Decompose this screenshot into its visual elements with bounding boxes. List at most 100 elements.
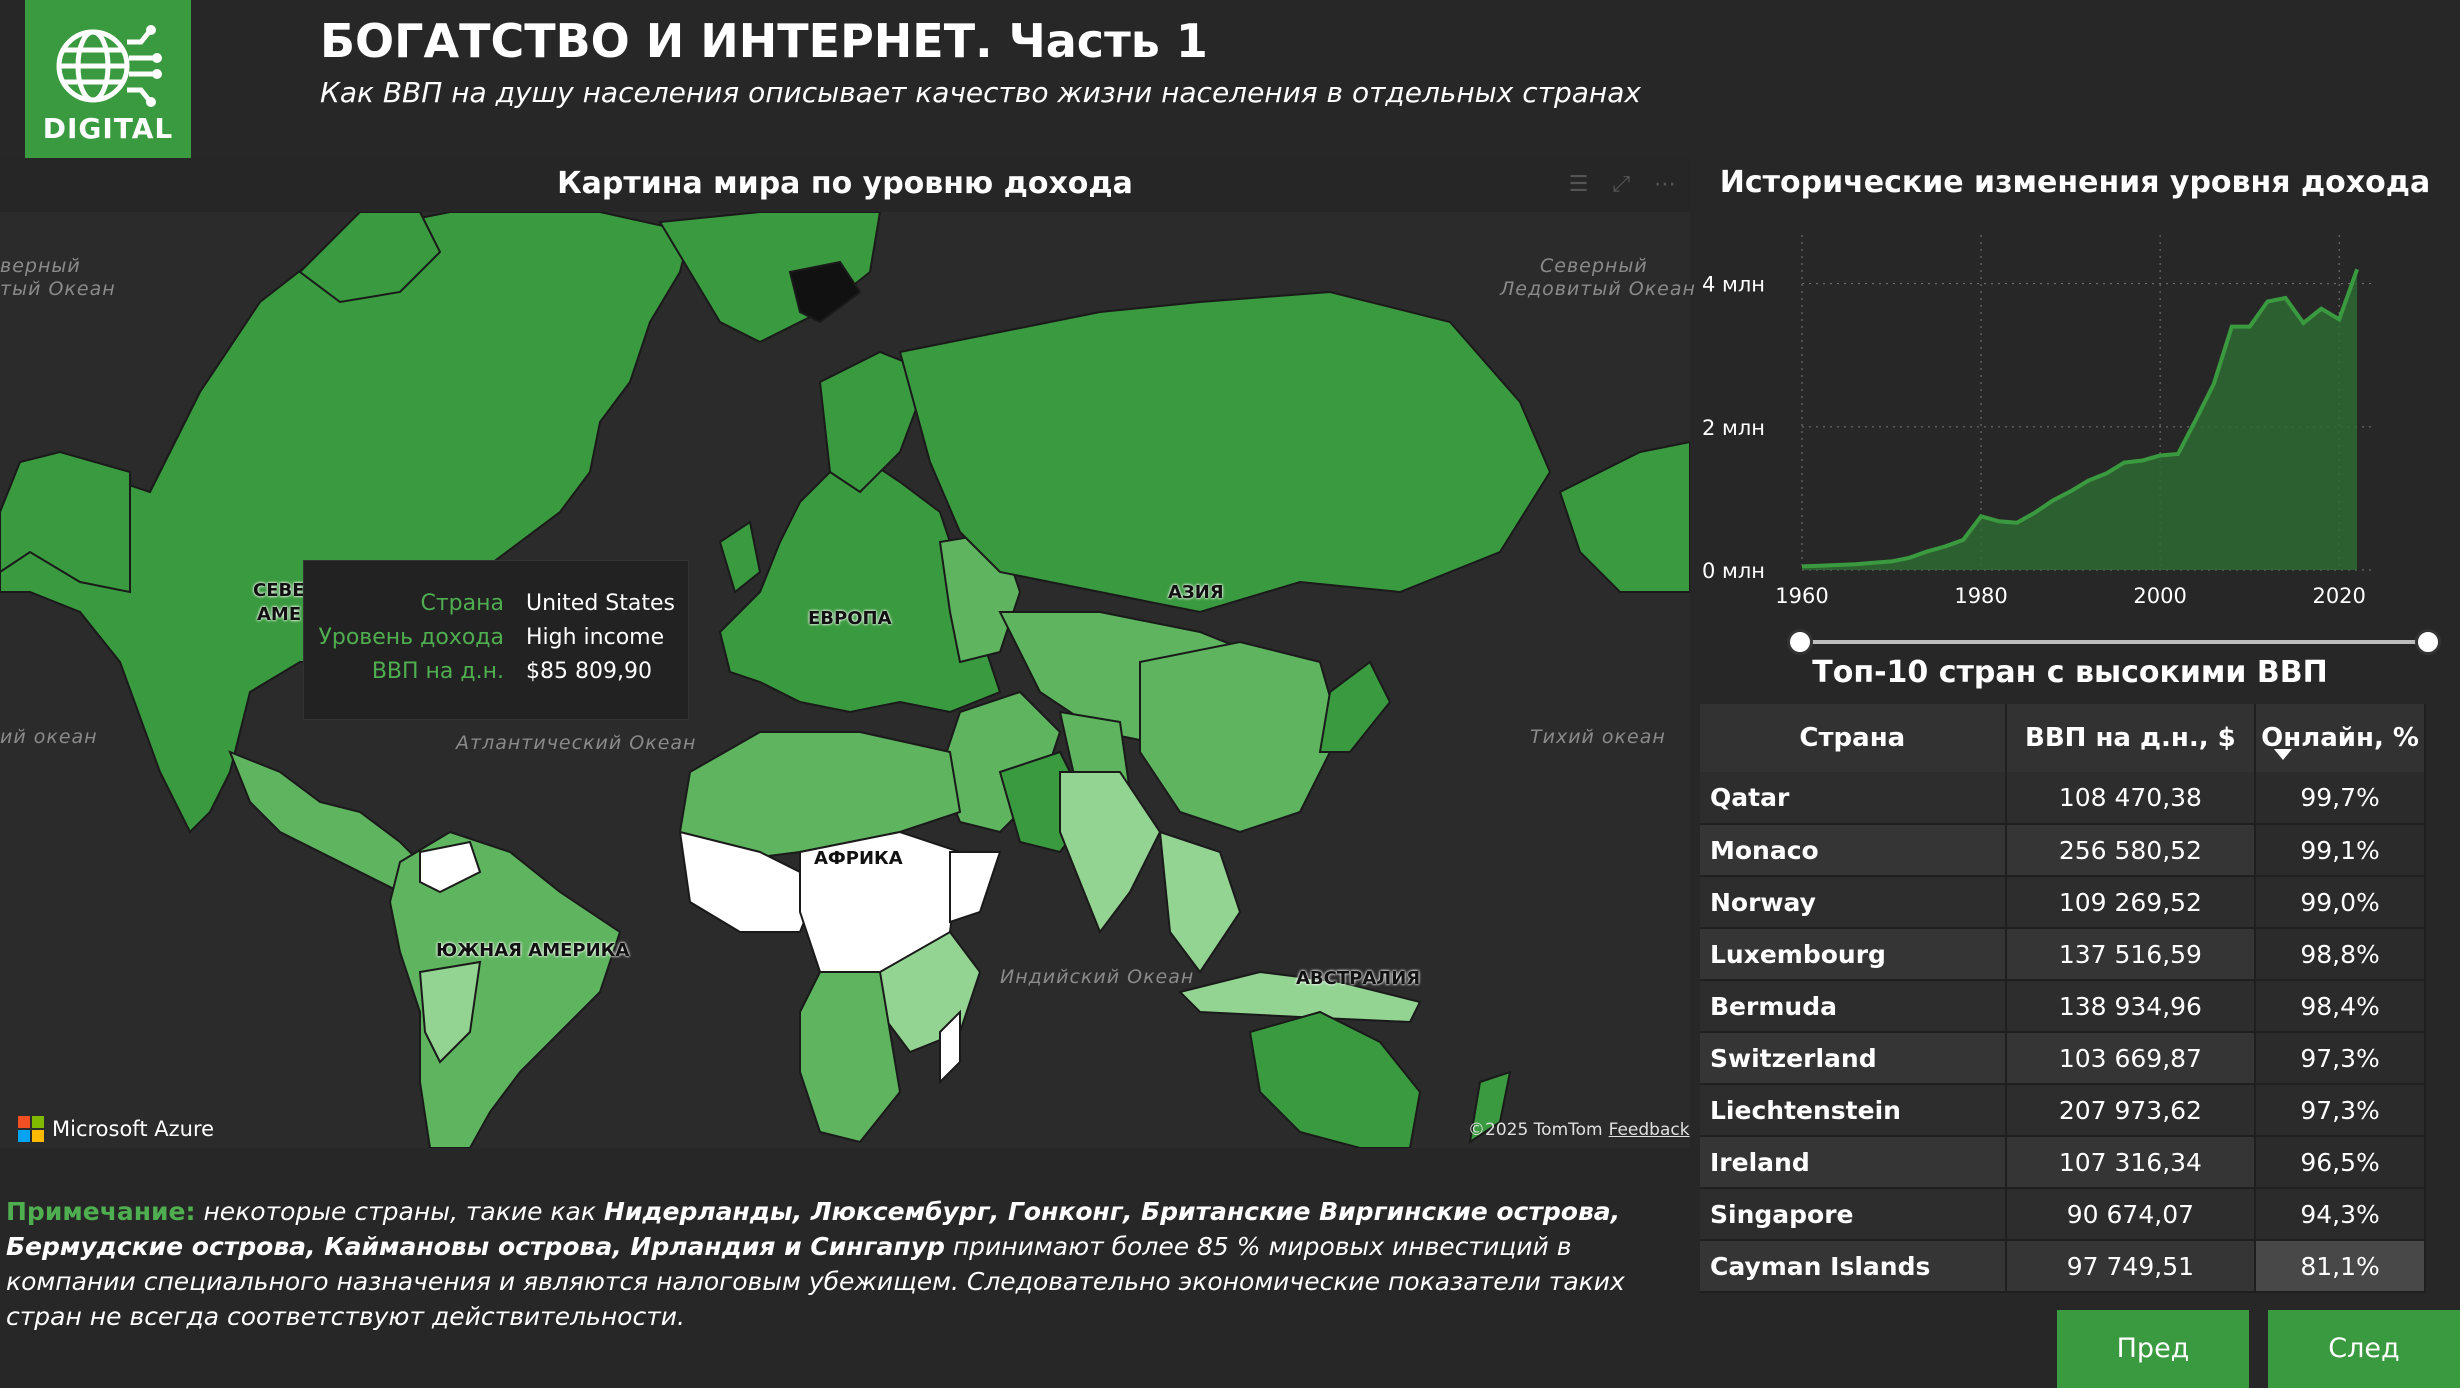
cell-online: 99,0% [2255, 876, 2426, 929]
region-brazil-south [418, 960, 482, 1064]
table-row[interactable]: Qatar 108 470,38 99,7% [1700, 772, 2426, 825]
table-row[interactable]: Liechtenstein 207 973,62 97,3% [1700, 1084, 2426, 1137]
region-alaska [0, 450, 131, 594]
region-southeast-asia [1158, 830, 1242, 974]
tooltip-income-value: High income [526, 625, 665, 650]
slider-end-handle[interactable] [2415, 629, 2441, 655]
microsoft-azure-attribution: Microsoft Azure [18, 1116, 214, 1142]
note-text-2: принимают более 85 % мировых инвестиций … [6, 1232, 1625, 1331]
chart-line [1801, 268, 2359, 569]
table-row[interactable]: Luxembourg 137 516,59 98,8% [1700, 928, 2426, 981]
cell-country: Qatar [1700, 772, 2007, 825]
cell-online: 97,3% [2255, 1084, 2426, 1137]
cell-online: 96,5% [2255, 1136, 2426, 1189]
cell-country: Bermuda [1700, 980, 2007, 1033]
table-row[interactable]: Singapore 90 674,07 94,3% [1700, 1188, 2426, 1241]
cell-gdp: 103 669,87 [2005, 1032, 2257, 1085]
cell-online: 98,8% [2255, 928, 2426, 981]
table-row[interactable]: Cayman Islands 97 749,51 81,1% [1700, 1240, 2426, 1293]
slider-start-handle[interactable] [1787, 629, 1813, 655]
slider-track [1800, 640, 2428, 644]
table-row[interactable]: Switzerland 103 669,87 97,3% [1700, 1032, 2426, 1085]
y-tick-label: 2 млн [1702, 416, 1765, 440]
x-tick-label: 2000 [2133, 584, 2186, 608]
year-range-slider[interactable] [1787, 629, 2441, 655]
cell-online: 99,1% [2255, 824, 2426, 877]
table-row[interactable]: Ireland 107 316,34 96,5% [1700, 1136, 2426, 1189]
table-row[interactable]: Monaco 256 580,52 99,1% [1700, 824, 2426, 877]
page-subtitle: Как ВВП на душу населения описывает каче… [320, 76, 1641, 109]
table-row[interactable]: Norway 109 269,52 99,0% [1700, 876, 2426, 929]
region-australia [1248, 1010, 1422, 1148]
cell-gdp: 138 934,96 [2005, 980, 2257, 1033]
tomtom-copyright: ©2025 TomTom [1468, 1120, 1603, 1140]
cell-country: Liechtenstein [1700, 1084, 2007, 1137]
history-chart-title: Исторические изменения уровня дохода [1719, 165, 2431, 200]
header-gdp[interactable]: ВВП на д.н., $ [2005, 704, 2257, 772]
ocean-label-arctic-east-2: Ледовитый Океан [1500, 278, 1696, 300]
cell-country: Cayman Islands [1700, 1240, 2007, 1293]
map-header: Картина мира по уровню дохода ☰ ⤢ ⋯ [0, 158, 1690, 212]
ocean-label-arctic-west-2: тый Океан [0, 278, 116, 300]
microsoft-logo-icon [18, 1116, 44, 1142]
note-text-1: некоторые страны, такие как [195, 1197, 604, 1226]
top10-table: Страна ВВП на д.н., $ Онлайн, % Qatar 108… [1700, 704, 2426, 1293]
cell-gdp: 107 316,34 [2005, 1136, 2257, 1189]
continent-label-africa: АФРИКА [814, 848, 903, 869]
cell-gdp: 207 973,62 [2005, 1084, 2257, 1137]
next-button[interactable]: След [2268, 1310, 2460, 1388]
tooltip-income-label: Уровень дохода [318, 625, 504, 650]
map-toolbar: ☰ ⤢ ⋯ [1569, 172, 1676, 197]
map-tooltip: Страна United States Уровень дохода High… [303, 560, 689, 720]
region-venezuela [419, 840, 482, 894]
continent-label-north-america-2: АМЕ [257, 604, 302, 625]
cell-gdp: 90 674,07 [2005, 1188, 2257, 1241]
note-label: Примечание: [6, 1197, 196, 1226]
logo-text: DIGITAL [42, 112, 174, 145]
tooltip-gdp-value: $85 809,90 [526, 659, 652, 684]
cell-online: 97,3% [2255, 1032, 2426, 1085]
map-title: Картина мира по уровню дохода [557, 166, 1133, 201]
filter-icon[interactable]: ☰ [1568, 172, 1589, 197]
header-country[interactable]: Страна [1700, 704, 2007, 772]
focus-mode-icon[interactable]: ⤢ [1612, 172, 1630, 197]
chart-y-ticks: 0 млн 2 млн 4 млн [1702, 273, 1765, 583]
region-russia [898, 290, 1552, 614]
map-panel: Картина мира по уровню дохода ☰ ⤢ ⋯ [0, 158, 1695, 1148]
continent-label-australia: АВСТРАЛИЯ [1296, 968, 1421, 989]
cell-country: Singapore [1700, 1188, 2007, 1241]
region-canada-islands [298, 212, 442, 304]
feedback-link[interactable]: Feedback [1608, 1120, 1690, 1140]
ocean-label-arctic-east-1: Северный [1540, 255, 1648, 277]
continent-label-europe: ЕВРОПА [808, 608, 892, 629]
note-countries: Нидерланды, Люксембург, Гонконг, Британс… [6, 1197, 1621, 1261]
cell-country: Luxembourg [1700, 928, 2007, 981]
cell-country: Ireland [1700, 1136, 2007, 1189]
x-tick-label: 1960 [1775, 584, 1828, 608]
tomtom-attribution: ©2025 TomTom Feedback [1468, 1120, 1690, 1140]
continent-label-south-america: ЮЖНАЯ АМЕРИКА [436, 940, 630, 961]
prev-button[interactable]: Пред [2057, 1310, 2249, 1388]
page-title: БОГАТСТВО И ИНТЕРНЕТ. Часть 1 [320, 14, 1208, 68]
ocean-label-atlantic: Атлантический Океан [456, 732, 697, 754]
cell-country: Norway [1700, 876, 2007, 929]
region-svalbard [788, 260, 862, 324]
chart-x-ticks: 1960 1980 2000 2020 [1775, 584, 2366, 608]
cell-gdp: 256 580,52 [2005, 824, 2257, 877]
region-indonesia [1178, 970, 1422, 1024]
region-west-africa [678, 830, 822, 933]
region-south-america [388, 830, 622, 1148]
region-china [1139, 640, 1342, 834]
cell-gdp: 97 749,51 [2005, 1240, 2257, 1293]
history-area-chart[interactable]: 0 млн 2 млн 4 млн 1960 1980 2000 2020 [1690, 215, 2460, 615]
y-tick-label: 0 млн [1702, 559, 1765, 583]
tooltip-row-income: Уровень дохода High income [304, 625, 690, 659]
region-uk [718, 520, 762, 594]
tooltip-row-gdp: ВВП на д.н. $85 809,90 [304, 659, 690, 693]
table-row[interactable]: Bermuda 138 934,96 98,4% [1700, 980, 2426, 1033]
world-map[interactable] [0, 212, 1690, 1148]
more-options-icon[interactable]: ⋯ [1654, 172, 1676, 197]
region-india [1059, 771, 1162, 935]
header-online[interactable]: Онлайн, % [2255, 704, 2426, 772]
tooltip-country-label: Страна [420, 591, 505, 616]
